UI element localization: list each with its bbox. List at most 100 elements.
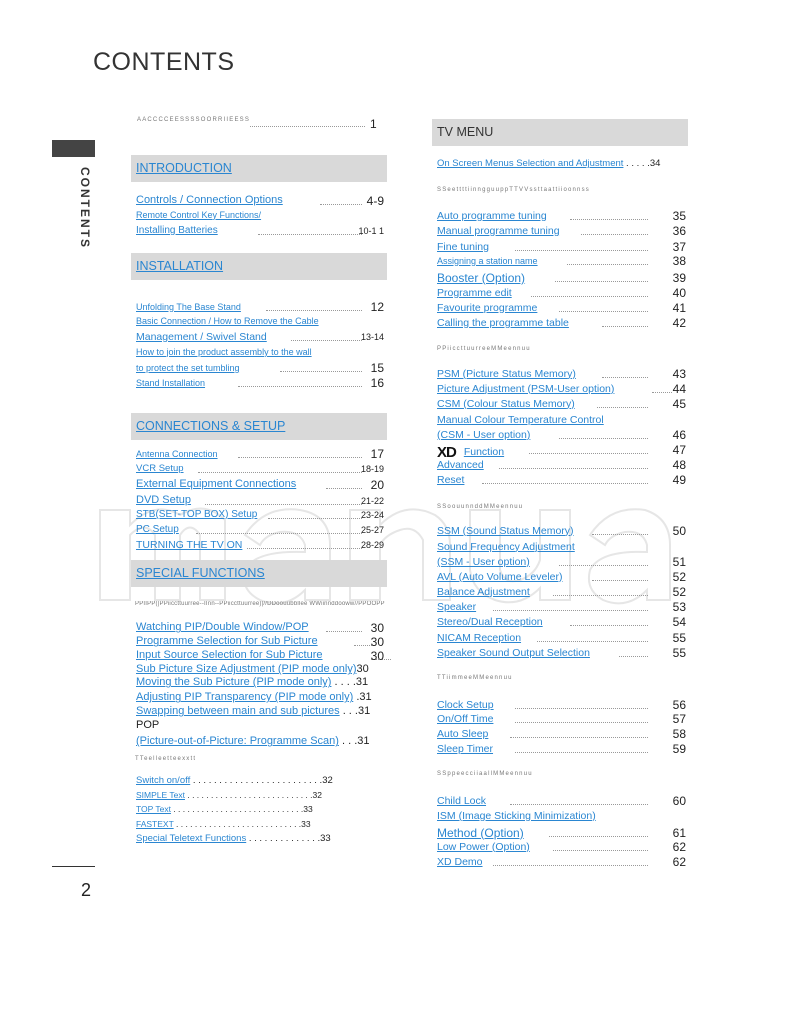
section-header-label[interactable]: CONNECTIONS & SETUP (136, 419, 286, 433)
toc-entry[interactable]: Controls / Connection Options (136, 194, 283, 206)
toc-entry[interactable]: Installing Batteries (136, 225, 218, 236)
toc-entry[interactable]: FASTEXT . . . . . . . . . . . . . . . . … (136, 819, 311, 829)
toc-entry[interactable]: Stereo/Dual Reception (437, 616, 543, 628)
toc-entry[interactable]: Switch on/off . . . . . . . . . . . . . … (136, 775, 333, 786)
toc-entry[interactable]: Low Power (Option) (437, 841, 530, 853)
toc-entry[interactable]: Sound Frequency Adjustment (437, 541, 575, 553)
toc-entry[interactable]: to protect the set tumbling (136, 363, 240, 373)
toc-entry[interactable]: Stand Installation (136, 378, 205, 388)
toc-entry[interactable]: Programme Selection for Sub Picture (136, 635, 318, 647)
toc-entry-link[interactable]: to protect the set tumbling (136, 362, 240, 373)
toc-entry[interactable]: Reset (437, 474, 464, 486)
toc-entry-link[interactable]: Child Lock (437, 794, 487, 807)
toc-entry-link[interactable]: Moving the Sub Picture (PIP mode only) (136, 676, 332, 689)
toc-entry[interactable]: How to join the product assembly to the … (136, 347, 312, 357)
toc-entry-link[interactable]: VCR Setup (136, 463, 184, 475)
toc-entry-link[interactable]: FASTEXT (136, 818, 174, 829)
toc-entry[interactable]: ISM (Image Sticking Minimization) (437, 810, 596, 822)
toc-entry-link[interactable]: Speaker Sound Output Selection (437, 646, 590, 659)
section-header[interactable]: INSTALLATION (131, 253, 387, 280)
toc-entry[interactable]: TOP Text . . . . . . . . . . . . . . . .… (136, 804, 313, 814)
toc-entry[interactable]: VCR Setup (136, 463, 184, 474)
toc-entry[interactable]: Favourite programme (437, 302, 537, 314)
toc-entry-link[interactable]: External Equipment Connections (136, 478, 297, 491)
toc-entry-link[interactable]: Antenna Connection (136, 448, 218, 459)
toc-entry-link[interactable]: Sleep Timer (437, 742, 494, 755)
toc-entry-link[interactable]: Basic Connection / How to Remove the Cab… (136, 315, 319, 326)
toc-entry-link[interactable]: Watching PIP/Double Window/POP (136, 621, 309, 634)
toc-entry[interactable]: Speaker (437, 601, 476, 613)
toc-entry-link[interactable]: Auto programme tuning (437, 209, 547, 222)
toc-entry[interactable]: Balance Adjustment (437, 586, 530, 598)
toc-entry-link[interactable]: Controls / Connection Options (136, 194, 283, 207)
toc-entry-link[interactable]: Unfolding The Base Stand (136, 301, 241, 312)
toc-entry[interactable]: Swapping between main and sub pictures .… (136, 705, 370, 717)
toc-entry-link[interactable]: Installing Batteries (136, 225, 218, 236)
toc-entry[interactable]: Special Teletext Functions . . . . . . .… (136, 833, 331, 844)
toc-entry[interactable]: Calling the programme table (437, 317, 569, 329)
toc-entry[interactable]: NICAM Reception (437, 632, 521, 644)
toc-entry-link[interactable]: Balance Adjustment (437, 585, 530, 598)
toc-entry[interactable]: (Picture-out-of-Picture: Programme Scan)… (136, 735, 370, 747)
toc-entry-link[interactable]: Remote Control Key Functions/ (136, 209, 262, 220)
toc-entry-link[interactable]: Switch on/off (136, 775, 191, 787)
toc-entry-link[interactable]: Stereo/Dual Reception (437, 615, 543, 628)
toc-entry[interactable]: Sub Picture Size Adjustment (PIP mode on… (136, 663, 369, 675)
toc-entry-link[interactable]: Low Power (Option) (437, 840, 530, 853)
toc-entry[interactable]: (SSM - User option) (437, 556, 530, 568)
toc-entry-link[interactable]: (SSM - User option) (437, 555, 530, 568)
toc-entry[interactable]: Assigning a station name (437, 256, 538, 266)
section-header[interactable]: SPECIAL FUNCTIONS (131, 560, 387, 587)
toc-entry[interactable]: Input Source Selection for Sub Picture (136, 649, 323, 661)
toc-entry[interactable]: Unfolding The Base Stand (136, 302, 241, 312)
toc-entry-link[interactable]: SIMPLE Text (136, 789, 185, 800)
toc-entry-link[interactable]: Stand Installation (136, 377, 206, 388)
toc-entry-link[interactable]: Programme edit (437, 286, 512, 299)
toc-entry[interactable]: AVL (Auto Volume Leveler) (437, 571, 562, 583)
toc-entry-link[interactable]: Method (Option) (437, 825, 524, 840)
toc-entry-link[interactable]: Calling the programme table (437, 316, 569, 329)
toc-entry-link[interactable]: Manual Colour Temperature Control (437, 413, 604, 426)
toc-entry[interactable]: SSM (Sound Status Memory) (437, 525, 574, 537)
toc-entry-link[interactable]: AVL (Auto Volume Leveler) (437, 570, 563, 583)
toc-entry[interactable]: Programme edit (437, 287, 512, 299)
toc-entry-link[interactable]: SSM (Sound Status Memory) (437, 524, 574, 537)
toc-entry[interactable]: Fine tuning (437, 241, 489, 253)
toc-entry-link[interactable]: Booster (Option) (437, 270, 526, 285)
toc-entry[interactable]: External Equipment Connections (136, 478, 296, 490)
toc-entry-link[interactable]: Advanced (437, 458, 484, 471)
toc-entry[interactable]: Remote Control Key Functions/ (136, 210, 261, 220)
section-header-label[interactable]: SPECIAL FUNCTIONS (136, 566, 265, 580)
toc-entry-link[interactable]: NICAM Reception (437, 631, 522, 644)
section-header-label[interactable]: INSTALLATION (136, 259, 224, 273)
toc-entry-link[interactable]: Sub Picture Size Adjustment (PIP mode on… (136, 663, 357, 676)
toc-entry-link[interactable]: ISM (Image Sticking Minimization) (437, 809, 596, 822)
section-header[interactable]: CONNECTIONS & SETUP (131, 413, 387, 440)
toc-entry[interactable]: Manual programme tuning (437, 225, 560, 237)
toc-entry[interactable]: XD Demo (437, 856, 483, 868)
toc-entry[interactable]: Speaker Sound Output Selection (437, 647, 590, 659)
toc-entry[interactable]: Booster (Option) (437, 271, 525, 285)
toc-entry-link[interactable]: Function (463, 445, 505, 458)
toc-entry-link[interactable]: PSM (Picture Status Memory) (437, 367, 576, 380)
toc-entry[interactable]: On/Off Time (437, 713, 493, 725)
toc-entry[interactable]: TURNING THE TV ON (136, 539, 242, 551)
toc-entry-link[interactable]: XD Demo (437, 855, 483, 868)
toc-entry-link[interactable]: Special Teletext Functions (136, 833, 247, 845)
toc-entry[interactable]: XD Function (437, 444, 504, 461)
toc-entry-link[interactable]: CSM (Colour Status Memory) (437, 397, 575, 410)
toc-entry[interactable]: SIMPLE Text . . . . . . . . . . . . . . … (136, 790, 322, 800)
toc-entry-link[interactable]: Assigning a station name (437, 255, 538, 266)
toc-entry[interactable]: Management / Swivel Stand (136, 331, 267, 343)
toc-entry[interactable]: Picture Adjustment (PSM-User option) (437, 383, 614, 395)
toc-entry[interactable]: Auto Sleep (437, 728, 488, 740)
toc-entry[interactable]: Adjusting PIP Transparency (PIP mode onl… (136, 691, 372, 703)
toc-entry[interactable]: Auto programme tuning (437, 210, 547, 222)
toc-entry[interactable]: Manual Colour Temperature Control (437, 414, 604, 426)
toc-entry-link[interactable]: (Picture-out-of-Picture: Programme Scan) (136, 735, 339, 748)
toc-entry[interactable]: Sleep Timer (437, 743, 493, 755)
toc-entry[interactable]: Basic Connection / How to Remove the Cab… (136, 316, 319, 326)
section-header[interactable]: INTRODUCTION (131, 155, 387, 182)
toc-entry-link[interactable]: Management / Swivel Stand (136, 330, 267, 343)
toc-entry-link[interactable]: Auto Sleep (437, 727, 489, 740)
